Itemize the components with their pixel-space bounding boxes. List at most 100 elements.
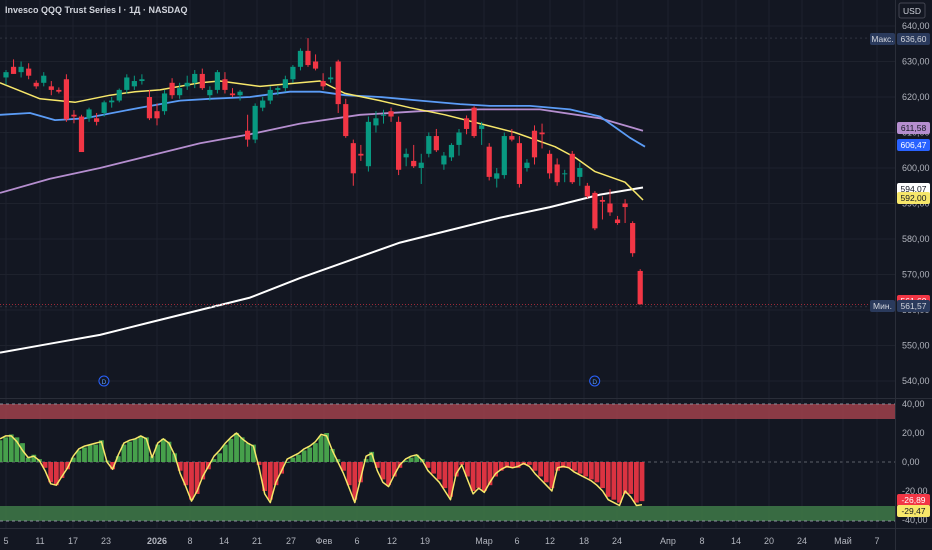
candle[interactable] bbox=[3, 72, 9, 78]
candle[interactable] bbox=[139, 79, 145, 82]
currency-button[interactable] bbox=[898, 2, 926, 19]
candle[interactable] bbox=[320, 81, 326, 87]
candle[interactable] bbox=[373, 118, 379, 126]
oscillator-bar[interactable] bbox=[605, 462, 611, 497]
oscillator-bar[interactable] bbox=[369, 451, 375, 462]
oscillator-bar[interactable] bbox=[622, 462, 628, 494]
candle[interactable] bbox=[531, 130, 538, 158]
oscillator-bar[interactable] bbox=[296, 454, 301, 462]
candle[interactable] bbox=[403, 153, 409, 158]
candle[interactable] bbox=[479, 125, 485, 129]
candle[interactable] bbox=[433, 136, 439, 151]
oscillator-bar[interactable] bbox=[87, 444, 93, 462]
candle[interactable] bbox=[229, 93, 236, 96]
oscillator-bar[interactable] bbox=[149, 456, 155, 462]
candle[interactable] bbox=[524, 162, 530, 168]
oscillator-bar[interactable] bbox=[611, 462, 617, 500]
candle[interactable] bbox=[305, 50, 311, 66]
candle[interactable] bbox=[380, 114, 387, 116]
oscillator-bar[interactable] bbox=[155, 444, 161, 462]
oscillator-bar[interactable] bbox=[448, 462, 453, 497]
candle[interactable] bbox=[569, 153, 575, 183]
candle[interactable] bbox=[63, 79, 69, 120]
oscillator-bar[interactable] bbox=[53, 462, 59, 486]
oscillator-bar[interactable] bbox=[76, 450, 82, 462]
oscillator-bar[interactable] bbox=[549, 462, 555, 489]
candle[interactable] bbox=[599, 199, 606, 202]
candle[interactable] bbox=[388, 111, 394, 117]
oscillator-bar[interactable] bbox=[481, 462, 487, 491]
oscillator-bar[interactable] bbox=[65, 462, 70, 470]
oscillator-bar[interactable] bbox=[493, 462, 498, 477]
oscillator-bar[interactable] bbox=[0, 440, 3, 462]
candle[interactable] bbox=[471, 107, 477, 137]
candle[interactable] bbox=[547, 153, 553, 174]
oscillator-bar[interactable] bbox=[48, 462, 54, 483]
candle[interactable] bbox=[411, 160, 417, 167]
oscillator-bar[interactable] bbox=[329, 448, 335, 462]
oscillator-bar[interactable] bbox=[324, 433, 330, 462]
oscillator-bar[interactable] bbox=[408, 457, 414, 462]
oscillator-bar[interactable] bbox=[14, 437, 20, 462]
candle[interactable] bbox=[26, 68, 32, 76]
oscillator-bar[interactable] bbox=[583, 462, 589, 477]
candle[interactable] bbox=[486, 146, 492, 177]
candle[interactable] bbox=[554, 164, 560, 183]
candle[interactable] bbox=[328, 77, 334, 80]
oscillator-bar[interactable] bbox=[262, 462, 268, 491]
candle[interactable] bbox=[614, 219, 621, 224]
candle[interactable] bbox=[630, 223, 636, 254]
oscillator-bar[interactable] bbox=[70, 457, 76, 462]
oscillator-bar[interactable] bbox=[25, 457, 31, 462]
oscillator-bar[interactable] bbox=[172, 453, 177, 462]
oscillator-bar[interactable] bbox=[504, 462, 510, 468]
oscillator-bar[interactable] bbox=[183, 462, 189, 486]
oscillator-bar[interactable] bbox=[20, 443, 25, 462]
oscillator-bar[interactable] bbox=[318, 435, 324, 462]
candle[interactable] bbox=[86, 109, 92, 119]
candle[interactable] bbox=[441, 155, 447, 165]
oscillator-bar[interactable] bbox=[115, 456, 121, 462]
oscillator-bar[interactable] bbox=[566, 462, 572, 468]
oscillator-bar[interactable] bbox=[352, 462, 358, 500]
dividend-marker[interactable]: D bbox=[98, 375, 110, 387]
candle[interactable] bbox=[448, 144, 455, 158]
candle[interactable] bbox=[358, 153, 364, 156]
oscillator-bar[interactable] bbox=[273, 462, 279, 486]
oscillator-bar[interactable] bbox=[222, 444, 228, 462]
oscillator-bar[interactable] bbox=[526, 462, 532, 465]
candle[interactable] bbox=[275, 88, 281, 90]
candle[interactable] bbox=[184, 82, 190, 87]
candle[interactable] bbox=[252, 105, 258, 140]
oscillator-bar[interactable] bbox=[228, 438, 234, 462]
candle[interactable] bbox=[222, 79, 228, 90]
oscillator-bar[interactable] bbox=[391, 462, 397, 477]
candle[interactable] bbox=[260, 100, 266, 108]
oscillator-bar[interactable] bbox=[594, 462, 600, 483]
candle[interactable] bbox=[124, 77, 130, 90]
candlestick-series[interactable] bbox=[0, 37, 895, 308]
oscillator-bar[interactable] bbox=[251, 444, 256, 462]
candle[interactable] bbox=[343, 104, 349, 137]
oscillator-bar[interactable] bbox=[31, 454, 37, 462]
oscillator-bar[interactable] bbox=[177, 462, 183, 471]
candle[interactable] bbox=[365, 121, 371, 167]
oscillator-bar[interactable] bbox=[279, 462, 284, 474]
oscillator-bar[interactable] bbox=[476, 462, 482, 489]
candle[interactable] bbox=[290, 66, 296, 80]
oscillator-bar[interactable] bbox=[470, 462, 476, 491]
candle[interactable] bbox=[426, 136, 432, 154]
candle[interactable] bbox=[335, 61, 341, 105]
candle[interactable] bbox=[592, 192, 598, 229]
oscillator-bar[interactable] bbox=[577, 462, 583, 474]
candle[interactable] bbox=[456, 132, 462, 145]
oscillator-bar[interactable] bbox=[346, 462, 352, 486]
candle[interactable] bbox=[154, 111, 160, 119]
candle[interactable] bbox=[245, 130, 251, 140]
candle[interactable] bbox=[207, 89, 213, 96]
oscillator-bar[interactable] bbox=[239, 437, 245, 462]
oscillator-bar[interactable] bbox=[284, 462, 290, 463]
candle[interactable] bbox=[237, 91, 243, 96]
oscillator-bar[interactable] bbox=[363, 459, 369, 462]
